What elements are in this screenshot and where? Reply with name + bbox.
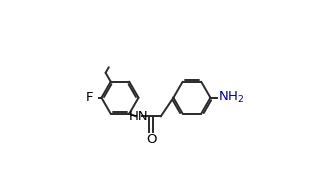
Text: O: O: [146, 133, 156, 146]
Text: HN: HN: [129, 110, 148, 123]
Text: F: F: [86, 91, 93, 104]
Text: NH$_2$: NH$_2$: [218, 90, 245, 105]
